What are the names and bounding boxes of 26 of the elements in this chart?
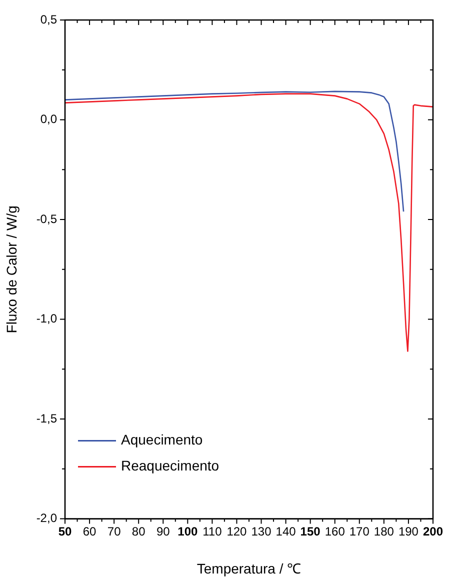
x-tick-label: 60 <box>82 524 97 538</box>
y-tick-label: -1,5 <box>36 411 58 426</box>
x-tick-label: 190 <box>398 524 419 538</box>
x-tick-label: 150 <box>300 524 321 538</box>
x-tick-label: 170 <box>349 524 370 538</box>
legend-label: Reaquecimento <box>121 458 220 474</box>
x-tick-label: 130 <box>251 524 272 538</box>
x-tick-label: 160 <box>324 524 346 538</box>
y-tick-label: 0,0 <box>40 112 58 126</box>
x-tick-label: 180 <box>374 524 394 538</box>
x-tick-label: 140 <box>276 524 296 538</box>
y-tick-label: -2,0 <box>36 511 58 526</box>
x-tick-label: 100 <box>178 524 198 538</box>
x-axis-title: Temperatura / ℃ <box>196 560 302 576</box>
legend-label: Aquecimento <box>121 432 203 448</box>
x-tick-label: 80 <box>132 524 146 538</box>
y-tick-label: -0,5 <box>36 212 58 226</box>
x-tick-label: 90 <box>156 524 170 538</box>
x-tick-label: 50 <box>58 524 72 538</box>
x-tick-label: 70 <box>107 524 122 538</box>
y-axis-title: Fluxo de Calor / W/g <box>3 206 20 334</box>
x-tick-label: 120 <box>226 524 248 538</box>
x-tick-label: 110 <box>202 524 222 538</box>
y-tick-label: 0,5 <box>40 12 58 26</box>
x-tick-label: 200 <box>422 524 444 538</box>
y-tick-label: -1,0 <box>36 312 58 326</box>
